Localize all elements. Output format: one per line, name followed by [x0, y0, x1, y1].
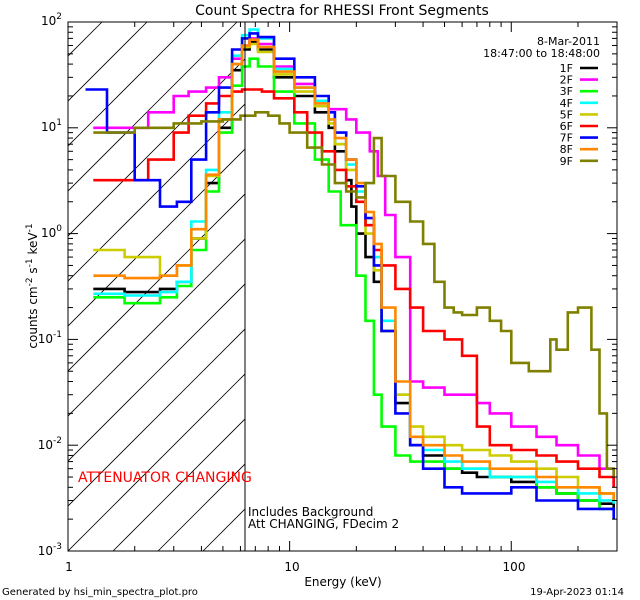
background-note: Includes Background — [248, 505, 373, 519]
hatch-line — [68, 58, 245, 237]
hatch-line — [68, 373, 245, 551]
chart-title: Count Spectra for RHESSI Front Segments — [195, 3, 489, 19]
hatch-line — [68, 193, 245, 372]
series-line-9f — [93, 111, 615, 477]
hatch-line — [68, 22, 238, 192]
series-layer — [85, 28, 615, 520]
hatch-line — [112, 418, 245, 551]
series-line-8f — [93, 38, 615, 501]
plot-frame — [67, 21, 618, 552]
attenuator-changing-label: ATTENUATOR CHANGING — [78, 470, 252, 486]
axis-ticks — [67, 22, 618, 552]
x-tick-label-1: 1 — [65, 560, 73, 574]
hatch-line — [68, 22, 193, 147]
legend-label-5f: 5F — [560, 108, 573, 121]
legend-label-1f: 1F — [560, 62, 573, 75]
legend-label-6f: 6F — [560, 120, 573, 133]
legend-label-4f: 4F — [560, 97, 573, 110]
footer-date: 19-Apr-2023 01:14 — [530, 587, 624, 598]
series-line-2f — [93, 37, 615, 488]
attenuator-note: Att CHANGING, FDecim 2 — [248, 517, 399, 531]
hatch-line — [68, 328, 245, 507]
x-tick-label-100: 100 — [503, 560, 526, 574]
footer-generated-by: Generated by hsi_min_spectra_plot.pro — [2, 587, 198, 598]
x-axis-label: Energy (keV) — [304, 575, 381, 589]
hatch-line — [68, 103, 245, 282]
hatch-line — [68, 148, 245, 327]
x-tick-labels: 1 10 100 — [65, 560, 525, 574]
hatch-line — [68, 238, 245, 417]
attenuator-hatch-region — [68, 22, 245, 551]
legend-label-7f: 7F — [560, 132, 573, 145]
hatch-line — [68, 283, 245, 462]
legend-label-9f: 9F — [560, 155, 573, 168]
time-range-label: 18:47:00 to 18:48:00 — [483, 47, 600, 60]
legend-label-8f: 8F — [560, 143, 573, 156]
x-tick-label-10: 10 — [284, 560, 299, 574]
y-axis-label: counts cm-2 s-1 keV-1 — [25, 223, 40, 348]
date-label: 8-Mar-2011 — [537, 35, 600, 48]
legend-label-3f: 3F — [560, 85, 573, 98]
legend-label-2f: 2F — [560, 74, 573, 87]
